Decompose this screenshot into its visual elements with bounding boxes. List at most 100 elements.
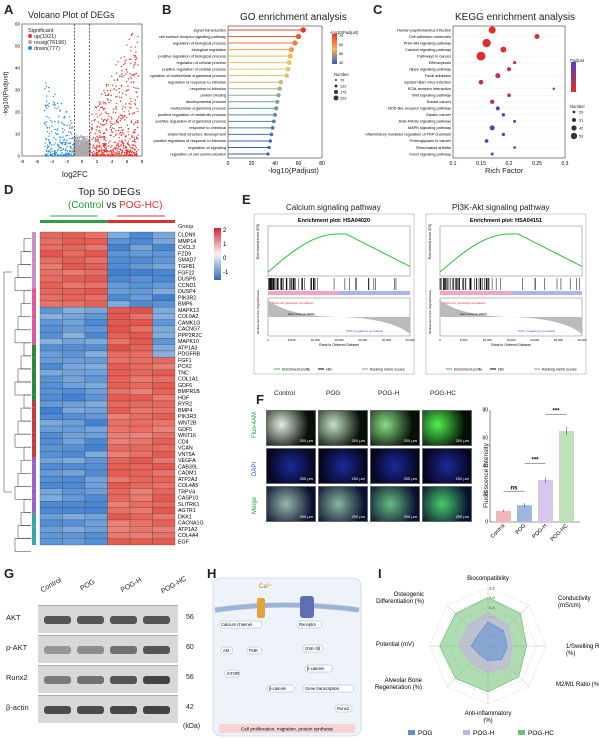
up-point <box>110 94 112 97</box>
micrograph: 200 μm <box>422 410 472 446</box>
x-tick-label: 0 <box>439 338 441 342</box>
panel-h: H Ca²⁺ Calcium channel Receptor Akt PI3K mTOR… <box>205 560 370 742</box>
heatmap-cell <box>152 388 176 395</box>
gene-label: MAPK10 <box>178 339 199 345</box>
go-term-label: positive regulation of biological proces… <box>158 53 226 58</box>
up-point <box>97 154 99 156</box>
heatmap-cell <box>107 325 131 333</box>
heatmap-cell <box>129 269 153 276</box>
go-term-label: regulation of cellular process <box>176 60 226 65</box>
up-point <box>130 100 132 103</box>
x-tick-label: 2 <box>96 159 99 164</box>
up-point <box>106 89 109 92</box>
up-point <box>121 129 123 132</box>
row-cluster-color <box>32 394 36 402</box>
group-bar-poghc <box>107 220 175 223</box>
up-point <box>112 111 114 113</box>
gene-label: CASP10 <box>178 496 198 502</box>
heatmap-cell <box>129 394 153 402</box>
down-point <box>69 124 71 126</box>
heatmap-cell <box>62 425 86 433</box>
down-point <box>57 155 60 157</box>
nosig-point <box>76 141 78 143</box>
heatmap-cell <box>107 306 131 314</box>
legend-entry: down(777) <box>28 46 66 52</box>
nosig-point <box>75 135 78 137</box>
down-point <box>71 150 74 153</box>
nosig-point <box>87 141 89 144</box>
heatmap-cell <box>84 519 108 527</box>
heatmap-cell <box>84 375 108 383</box>
heatmap-cell <box>107 256 131 264</box>
up-point <box>135 87 137 89</box>
up-point <box>95 140 97 143</box>
up-point <box>122 128 124 131</box>
heatmap-cell <box>39 375 63 383</box>
up-point <box>131 113 134 115</box>
up-point <box>89 143 92 145</box>
up-point <box>127 85 129 88</box>
down-point <box>69 141 71 144</box>
up-point <box>110 124 112 127</box>
heatmap-cell <box>152 332 176 339</box>
x-tick-label: 60 <box>296 161 302 167</box>
node-label: mTOR <box>227 671 239 676</box>
node-label: PI3K <box>249 648 258 653</box>
heatmap-cell <box>84 244 108 251</box>
up-point <box>130 50 132 52</box>
heatmap-cell <box>129 319 153 327</box>
nosig-point <box>86 135 89 138</box>
gene-label: WNT16 <box>178 433 196 439</box>
up-point <box>133 136 135 138</box>
node-label: Runx2 <box>337 706 350 711</box>
row-cluster-color <box>32 307 36 314</box>
kegg-bubble <box>478 79 484 85</box>
heatmap-cell <box>84 419 108 427</box>
scale-tick: 0 <box>223 256 227 262</box>
down-point <box>67 134 69 137</box>
row-cluster-color <box>32 444 36 452</box>
row-cluster-color <box>32 269 36 276</box>
heatmap-cell <box>152 300 176 308</box>
node-box <box>334 704 353 713</box>
nosig-point <box>75 149 77 152</box>
down-point <box>60 149 62 152</box>
up-point <box>123 111 125 113</box>
down-point <box>65 110 68 113</box>
row-cluster-color <box>32 482 36 489</box>
up-point <box>110 122 112 125</box>
up-point <box>134 61 137 64</box>
go-dot <box>275 99 280 104</box>
up-point <box>133 86 135 89</box>
up-point <box>94 119 96 121</box>
up-point <box>91 147 94 149</box>
neg-band <box>339 291 410 295</box>
up-point <box>107 93 110 96</box>
node-box <box>302 644 323 653</box>
row-cluster-color <box>32 363 36 370</box>
up-point <box>125 151 128 154</box>
nosig-point <box>87 154 89 157</box>
heatmap-cell <box>129 363 153 370</box>
kegg-term-label: NOD-like receptor signaling pathway <box>388 106 451 111</box>
down-point <box>61 152 63 154</box>
kda-value: 42 <box>186 704 194 711</box>
heatmap-cell <box>129 256 153 264</box>
heatmap-cell <box>107 357 131 364</box>
kegg-title: KEGG enrichment analysis <box>455 12 576 23</box>
down-point <box>70 133 73 135</box>
heatmap-cell <box>39 413 63 420</box>
up-point <box>91 113 93 116</box>
down-point <box>66 146 68 148</box>
up-point <box>134 63 136 65</box>
heatmap-cell <box>152 519 176 527</box>
up-point <box>109 126 112 129</box>
up-point <box>137 64 139 66</box>
up-point <box>120 96 123 99</box>
protein-label: β-actin <box>6 703 29 712</box>
up-point <box>126 153 129 155</box>
up-point <box>123 114 126 117</box>
down-point <box>46 144 49 146</box>
go-dot <box>274 106 279 111</box>
heatmap-cell <box>152 513 176 521</box>
